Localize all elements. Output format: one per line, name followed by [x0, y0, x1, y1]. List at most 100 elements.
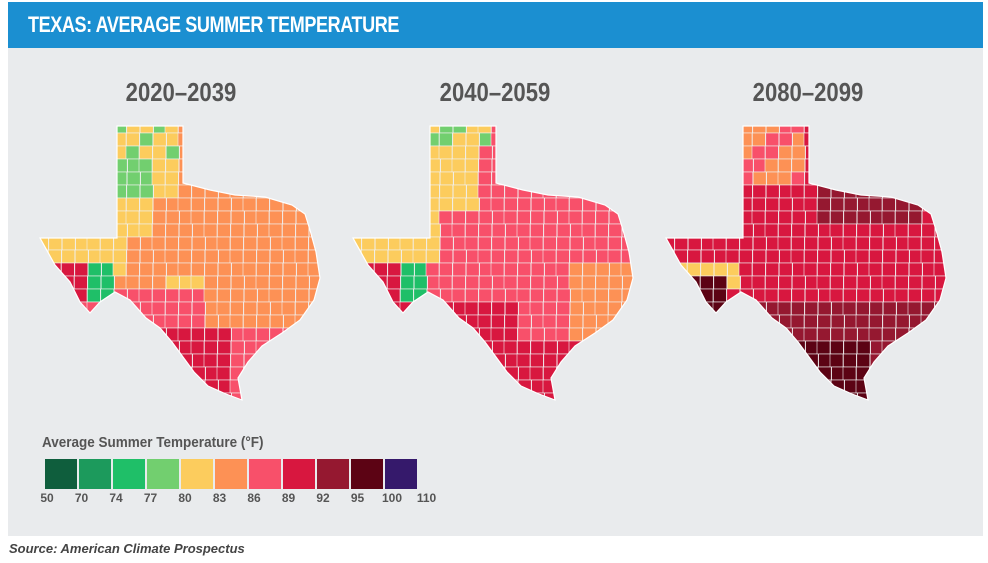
- texas-map-2020-2039: [39, 125, 335, 401]
- county-cell: [74, 262, 89, 277]
- county-cell: [842, 301, 857, 316]
- county-cell: [231, 392, 245, 400]
- county-cell: [322, 367, 335, 380]
- county-cell: [269, 275, 283, 290]
- county-cell: [907, 236, 922, 251]
- county-cell: [778, 223, 792, 238]
- county-cell: [947, 276, 960, 289]
- county-cell: [607, 126, 622, 134]
- county-cell: [177, 132, 192, 147]
- county-cell: [74, 327, 89, 342]
- county-cell: [491, 223, 506, 238]
- county-cell: [242, 262, 257, 277]
- county-cell: [353, 236, 362, 251]
- county-cell: [622, 275, 633, 290]
- county-cell: [217, 353, 231, 368]
- county-cell: [361, 223, 376, 238]
- county-cell: [412, 184, 427, 199]
- county-cell: [517, 210, 531, 225]
- county-cell: [595, 327, 610, 342]
- county-cell: [87, 327, 102, 342]
- county-cell: [413, 275, 428, 290]
- county-cell: [857, 262, 871, 277]
- county-cell: [921, 366, 935, 381]
- county-cell: [666, 145, 676, 160]
- legend-tick-label: 110: [416, 491, 437, 505]
- county-cell: [555, 327, 570, 342]
- county-cell: [666, 132, 676, 147]
- county-cell: [439, 392, 453, 400]
- county-cell: [295, 171, 309, 186]
- county-cell: [869, 126, 883, 134]
- county-cell: [569, 236, 584, 251]
- county-cell: [439, 262, 453, 277]
- county-cell: [61, 314, 76, 329]
- county-cell: [844, 314, 858, 329]
- county-cell: [870, 210, 884, 225]
- county-cell: [86, 366, 101, 381]
- county-cell: [595, 288, 609, 303]
- county-cell: [542, 184, 557, 199]
- county-cell: [242, 327, 257, 342]
- county-cell: [556, 236, 571, 251]
- county-cell: [883, 288, 897, 303]
- county-cell: [556, 126, 570, 134]
- county-cell: [412, 126, 427, 134]
- county-cell: [308, 126, 320, 134]
- county-cell: [353, 379, 362, 394]
- county-cell: [231, 197, 245, 212]
- county-cell: [439, 249, 454, 264]
- county-cell: [765, 145, 779, 160]
- county-cell: [256, 132, 270, 147]
- county-cell: [452, 327, 467, 342]
- county-cell: [882, 197, 896, 212]
- county-cell: [282, 132, 297, 147]
- county-cell: [674, 171, 689, 186]
- county-cell: [205, 171, 219, 186]
- county-cell: [517, 340, 531, 355]
- county-cell: [400, 275, 415, 290]
- county-cell: [518, 301, 532, 316]
- county-cell: [790, 249, 805, 264]
- county-cell: [792, 132, 806, 147]
- county-cell: [295, 301, 309, 316]
- county-cell: [230, 223, 245, 238]
- county-cell: [204, 210, 218, 225]
- county-cell: [817, 126, 832, 134]
- county-cell: [803, 392, 818, 400]
- county-cell: [608, 223, 623, 238]
- county-cell: [752, 184, 767, 199]
- county-cell: [908, 158, 922, 173]
- county-cell: [73, 223, 88, 238]
- county-cell: [803, 132, 818, 147]
- county-cell: [687, 132, 701, 147]
- county-cell: [400, 223, 414, 238]
- county-cell: [595, 158, 609, 173]
- county-cell: [191, 236, 206, 251]
- county-cell: [517, 262, 532, 277]
- county-cell: [516, 288, 531, 303]
- county-cell: [243, 379, 257, 394]
- county-cell: [842, 366, 857, 381]
- county-cell: [40, 236, 49, 251]
- county-cell: [569, 197, 583, 212]
- county-cell: [47, 392, 62, 400]
- county-cell: [439, 171, 454, 186]
- county-cell: [413, 158, 428, 173]
- county-cell: [791, 210, 806, 225]
- county-cell: [439, 366, 454, 381]
- county-cell: [491, 366, 506, 381]
- county-cell: [557, 340, 571, 355]
- county-cell: [666, 197, 676, 212]
- county-cell: [635, 120, 648, 133]
- county-cell: [61, 184, 76, 199]
- county-cell: [478, 171, 492, 186]
- county-cell: [830, 145, 844, 160]
- county-cell: [751, 210, 766, 225]
- county-cell: [177, 327, 192, 342]
- county-cell: [87, 288, 101, 303]
- county-cell: [543, 353, 558, 368]
- county-cell: [375, 288, 389, 303]
- county-cell: [530, 145, 545, 160]
- county-cell: [426, 353, 441, 368]
